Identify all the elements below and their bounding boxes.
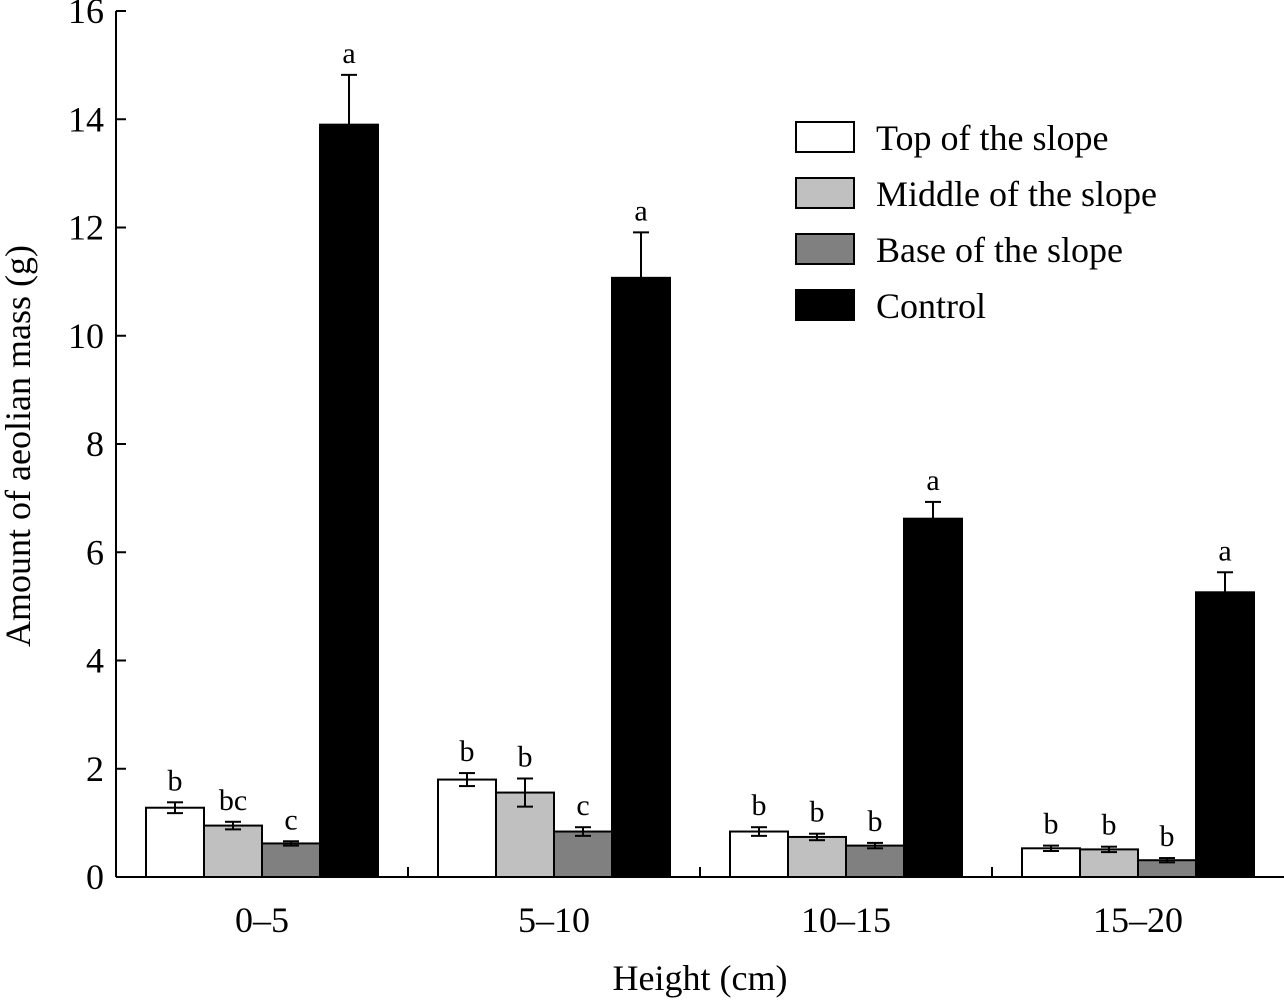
y-tick-label: 16 — [68, 0, 104, 31]
significance-label: c — [284, 803, 297, 836]
bar — [903, 517, 963, 878]
significance-label: b — [460, 735, 475, 768]
y-tick-label: 8 — [86, 424, 104, 464]
y-axis-title: Amount of aeolian mass (g) — [0, 245, 38, 647]
legend-label: Middle of the slope — [876, 174, 1157, 214]
x-tick-label: 15–20 — [1093, 900, 1183, 940]
significance-label: bc — [219, 784, 247, 817]
significance-label: b — [752, 789, 767, 822]
bar — [787, 835, 847, 879]
bar — [261, 842, 321, 879]
legend: Top of the slope Middle of the slope Base … — [795, 118, 1157, 326]
bar — [611, 276, 671, 878]
y-tick-label: 14 — [68, 99, 104, 139]
legend-swatch — [795, 121, 855, 153]
y-tick-label: 12 — [68, 208, 104, 248]
legend-label: Top of the slope — [876, 118, 1108, 158]
axes: 0 2 4 6 8 10 12 14 16 0–5 5–10 10–15 15–20 — [68, 0, 1284, 940]
y-tick-label: 4 — [86, 641, 104, 681]
significance-label: b — [810, 796, 825, 829]
y-tick-label: 0 — [86, 857, 104, 897]
bar — [319, 123, 379, 879]
significance-label: b — [168, 764, 183, 797]
legend-label: Control — [876, 286, 986, 326]
x-tick-label: 5–10 — [518, 900, 590, 940]
significance-label: b — [518, 740, 533, 773]
y-tick-label: 10 — [68, 316, 104, 356]
legend-swatch — [795, 289, 855, 321]
significance-label: a — [1218, 534, 1231, 567]
significance-label: b — [868, 805, 883, 838]
y-tick-label: 2 — [86, 749, 104, 789]
bar — [553, 830, 613, 878]
bar — [1021, 847, 1081, 878]
bar — [729, 830, 789, 878]
significance-label: c — [576, 789, 589, 822]
bar — [1195, 591, 1255, 878]
bar — [845, 844, 905, 878]
significance-label: b — [1160, 820, 1175, 853]
significance-label: b — [1102, 809, 1117, 842]
bar — [1079, 848, 1139, 878]
significance-label: a — [926, 464, 939, 497]
y-tick-label: 6 — [86, 532, 104, 572]
significance-label: b — [1044, 808, 1059, 841]
significance-label: a — [342, 37, 355, 70]
legend-label: Base of the slope — [876, 230, 1123, 270]
x-axis-title: Height (cm) — [613, 958, 788, 998]
bar — [203, 824, 263, 878]
x-tick-label: 0–5 — [235, 900, 289, 940]
bar — [145, 806, 205, 878]
legend-swatch — [795, 177, 855, 209]
bar — [437, 778, 497, 879]
significance-label: a — [634, 194, 647, 227]
legend-swatch — [795, 233, 855, 265]
x-tick-label: 10–15 — [801, 900, 891, 940]
